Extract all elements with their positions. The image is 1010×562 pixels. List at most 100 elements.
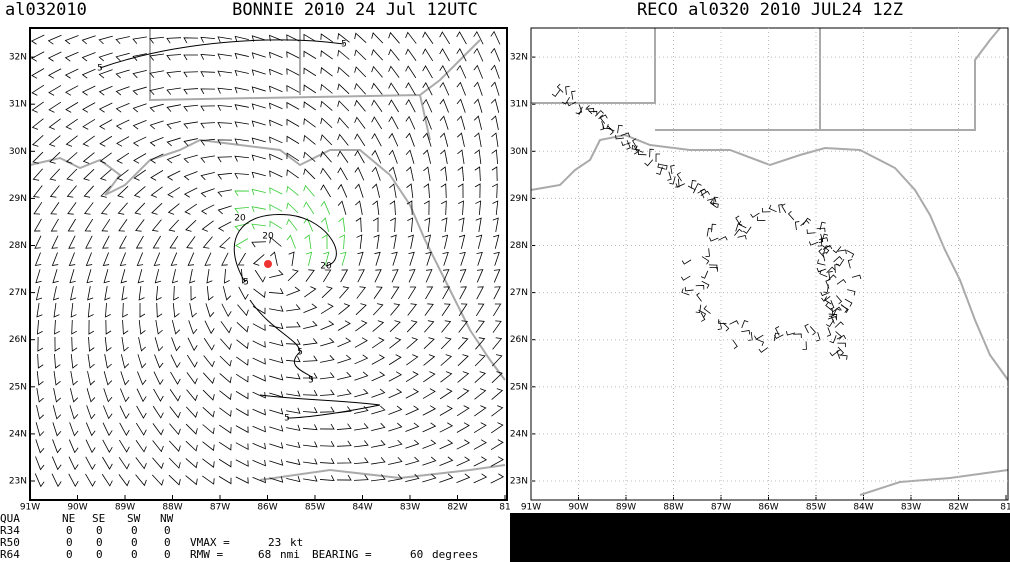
wind-barb bbox=[303, 475, 318, 482]
wind-barb bbox=[155, 285, 162, 301]
wind-barb bbox=[405, 405, 420, 416]
wind-barb bbox=[121, 286, 128, 301]
wind-barb bbox=[829, 335, 837, 344]
wind-barb bbox=[154, 354, 164, 369]
wind-barb bbox=[286, 458, 301, 466]
wind-barb bbox=[422, 405, 437, 416]
wind-barb bbox=[491, 166, 498, 182]
wind-barb bbox=[138, 337, 146, 352]
wind-barb bbox=[492, 200, 499, 216]
table-cell: R64 bbox=[0, 548, 20, 561]
wind-barb bbox=[166, 104, 181, 112]
wind-barb bbox=[189, 269, 196, 284]
wind-barb bbox=[217, 172, 233, 180]
wind-barb bbox=[320, 337, 335, 347]
wind-barb bbox=[390, 303, 401, 316]
wind-barb bbox=[183, 54, 199, 61]
table-cell: R50 bbox=[0, 536, 20, 549]
wind-barb bbox=[837, 342, 846, 348]
wind-barb bbox=[493, 303, 502, 317]
wind-barb bbox=[166, 170, 181, 181]
wind-barb bbox=[337, 116, 349, 129]
wind-barb bbox=[101, 473, 113, 487]
wind-barb bbox=[149, 153, 164, 164]
wind-barb bbox=[286, 475, 301, 483]
wind-barb bbox=[320, 134, 333, 146]
wind-barb bbox=[137, 371, 147, 386]
wind-barb bbox=[286, 51, 300, 59]
wind-barb bbox=[456, 98, 466, 113]
wind-barb bbox=[825, 279, 830, 289]
wind-barb bbox=[170, 354, 181, 369]
wind-barb bbox=[30, 34, 45, 45]
wind-barb bbox=[149, 87, 164, 96]
wind-barb bbox=[735, 223, 743, 232]
wind-barb bbox=[218, 476, 232, 485]
wind-barb bbox=[405, 371, 419, 383]
wind-barb bbox=[186, 236, 196, 249]
wind-barb bbox=[183, 37, 199, 44]
wind-barb bbox=[822, 245, 830, 254]
wind-barb bbox=[781, 203, 787, 213]
wind-barb bbox=[492, 217, 499, 232]
wind-barb bbox=[787, 210, 795, 221]
wind-barb bbox=[235, 373, 249, 383]
wind-barb bbox=[183, 121, 198, 129]
wind-barb bbox=[422, 81, 433, 96]
wind-barb bbox=[475, 320, 485, 333]
wind-barb bbox=[456, 405, 470, 417]
wind-barb bbox=[439, 473, 454, 483]
wind-barb bbox=[846, 250, 855, 258]
lon-label: 85W bbox=[305, 503, 325, 513]
wind-barb bbox=[371, 166, 381, 181]
wind-barb bbox=[828, 313, 838, 319]
wind-barb bbox=[337, 354, 352, 364]
wind-barb bbox=[183, 171, 198, 181]
wind-barb bbox=[48, 68, 62, 79]
wind-barb bbox=[700, 190, 711, 196]
wind-barb bbox=[235, 442, 249, 450]
wind-barb bbox=[86, 269, 93, 284]
wind-barb bbox=[65, 85, 79, 96]
wind-barb bbox=[251, 188, 266, 196]
wind-barb bbox=[439, 132, 449, 147]
wind-barb bbox=[391, 251, 398, 266]
wind-barb bbox=[221, 252, 229, 266]
wind-barb bbox=[47, 51, 62, 62]
wind-barb bbox=[371, 133, 382, 147]
wind-barb bbox=[492, 337, 503, 350]
wind-barb bbox=[105, 302, 111, 318]
wind-barb bbox=[71, 336, 78, 352]
wind-barb bbox=[120, 371, 130, 386]
wind-barb bbox=[98, 52, 113, 62]
wind-barb bbox=[423, 166, 431, 181]
wind-barb bbox=[355, 303, 367, 316]
wind-barb bbox=[598, 114, 608, 120]
wind-barb bbox=[473, 456, 488, 467]
wind-barb bbox=[251, 120, 266, 127]
table-cell: 0 bbox=[164, 524, 171, 537]
border bbox=[531, 27, 1001, 131]
wind-barb bbox=[354, 66, 367, 78]
wind-barb bbox=[698, 309, 707, 318]
wind-barb bbox=[149, 53, 164, 61]
wind-barb bbox=[53, 371, 61, 386]
wind-barb bbox=[222, 286, 232, 301]
lat-label: 29N bbox=[510, 194, 528, 204]
wind-barb bbox=[388, 82, 400, 96]
wind-barb bbox=[758, 347, 768, 353]
wind-barb bbox=[102, 439, 113, 453]
wind-barb bbox=[234, 138, 249, 145]
wind-barb bbox=[303, 338, 318, 346]
wind-barb bbox=[490, 456, 504, 467]
wind-barb bbox=[286, 135, 300, 144]
wind-barb bbox=[221, 303, 232, 318]
wind-barb bbox=[224, 268, 230, 284]
wind-barb bbox=[773, 332, 780, 342]
wind-barb bbox=[804, 323, 809, 334]
wind-barb bbox=[827, 315, 838, 321]
wind-barb bbox=[202, 407, 215, 418]
wind-barb bbox=[86, 388, 96, 403]
wind-barb bbox=[154, 337, 164, 352]
wind-barb bbox=[606, 124, 615, 132]
